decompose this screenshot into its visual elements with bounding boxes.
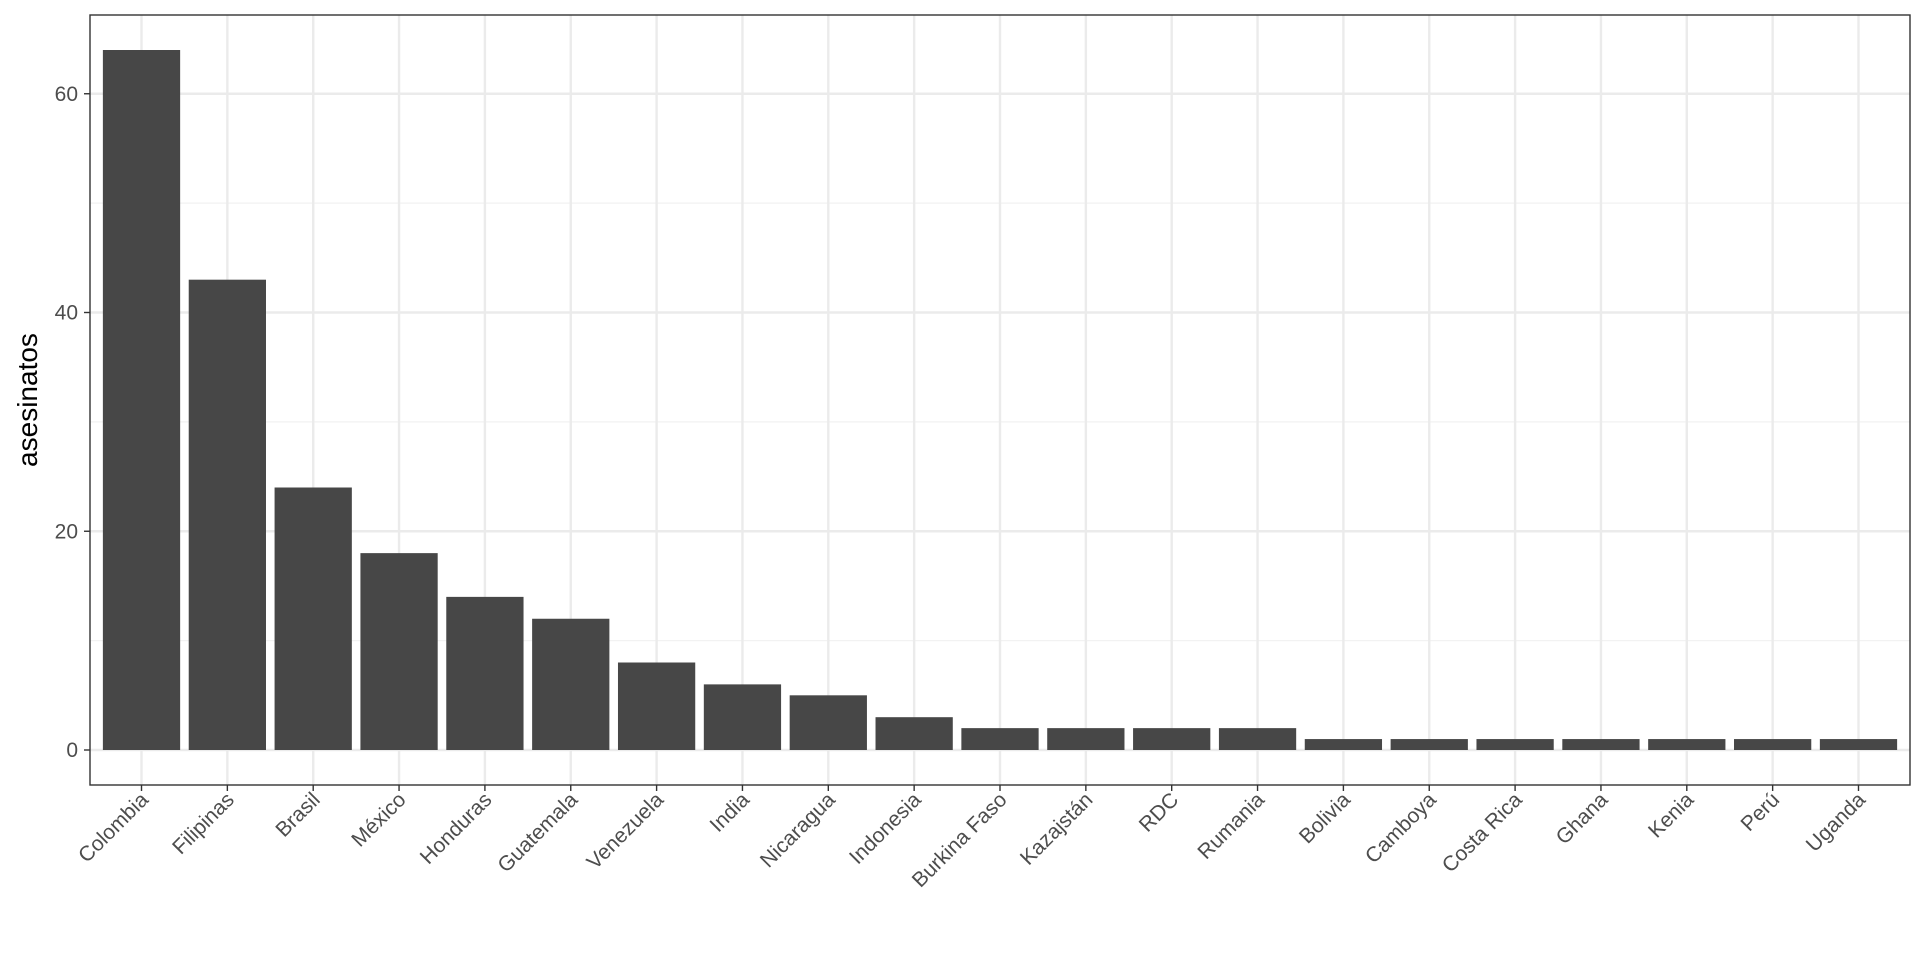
y-tick-label: 40 [55,302,78,325]
bar-perú [1734,739,1812,750]
bar-uganda [1819,739,1898,750]
bar-guatemala [532,618,610,750]
bar-honduras [446,596,524,750]
bars [102,50,1898,750]
bar-méxico [360,553,438,750]
y-tick-label: 20 [55,520,78,543]
bar-kenia [1648,739,1726,750]
bar-venezuela [617,662,696,750]
bar-rdc [1133,728,1211,750]
bar-kazajstán [1047,728,1125,750]
bar-nicaragua [789,695,867,750]
y-axis-title: asesinatos [12,333,43,467]
bar-indonesia [875,717,953,750]
y-tick-label: 0 [66,739,78,762]
bar-costa-rica [1476,739,1554,750]
bar-india [703,684,782,750]
bar-camboya [1390,739,1468,750]
bar-burkina-faso [961,728,1039,750]
bar-filipinas [188,279,266,750]
bar-ghana [1562,739,1640,750]
bar-bolivia [1304,739,1383,750]
y-axis: 0 20 40 60 [55,83,90,762]
bar-rumania [1218,728,1297,750]
bar-brasil [274,487,352,750]
y-tick-label: 60 [55,83,78,106]
bar-colombia [102,50,181,750]
